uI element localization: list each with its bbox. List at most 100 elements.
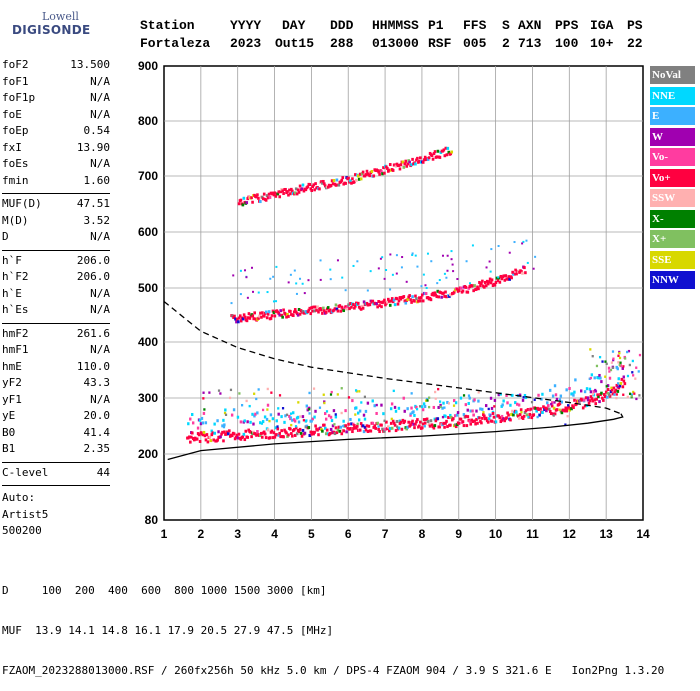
echo-point [225, 432, 228, 436]
echo-point [380, 403, 383, 407]
echo-point [484, 404, 488, 408]
echo-point [448, 294, 451, 298]
echo-point [289, 273, 292, 276]
echo-point [226, 430, 229, 434]
echo-point [443, 154, 447, 158]
echo-point [568, 408, 571, 412]
echo-point [384, 303, 387, 307]
echo-point [572, 406, 575, 410]
echo-point [493, 283, 497, 287]
echo-point [233, 314, 236, 318]
echo-point [581, 406, 585, 410]
echo-point [366, 289, 369, 292]
echo-point [449, 423, 452, 427]
echo-point [306, 185, 310, 189]
echo-point [255, 195, 258, 199]
echo-point [386, 166, 389, 170]
echo-point [322, 179, 325, 183]
echo-point [487, 417, 491, 421]
echo-point [383, 429, 386, 433]
echo-point [189, 417, 192, 421]
echo-point [472, 289, 475, 293]
echo-point [617, 361, 620, 364]
echo-point [284, 414, 287, 418]
echo-point [534, 255, 537, 258]
echo-point [509, 403, 512, 407]
echo-point [573, 398, 576, 402]
echo-point [627, 349, 631, 353]
echo-point [329, 415, 333, 419]
echo-point [529, 407, 533, 411]
echo-point [383, 277, 386, 280]
echo-point [221, 430, 224, 434]
header-label: DAY [282, 18, 306, 33]
echo-point [545, 409, 548, 413]
echo-point [314, 305, 317, 309]
echo-point [285, 413, 289, 416]
echo-point [605, 395, 609, 399]
echo-point [517, 403, 521, 407]
echo-point [368, 174, 372, 178]
echo-point [377, 427, 380, 431]
param-label: foF1p [2, 91, 36, 104]
echo-point [445, 153, 449, 157]
echo-point [354, 413, 357, 416]
echo-point [518, 270, 521, 274]
echo-point [191, 421, 195, 425]
header-label: PPS [555, 18, 579, 33]
clevel-row: C-level 44 [2, 466, 110, 482]
echo-point [341, 176, 345, 180]
echo-point [245, 276, 248, 279]
param-label: h`E [2, 286, 22, 300]
echo-point [306, 310, 310, 314]
echo-point [373, 424, 377, 428]
echo-point [392, 421, 396, 425]
echo-point [286, 190, 289, 194]
echo-point [623, 382, 627, 386]
echo-point [317, 310, 320, 314]
echo-point [607, 392, 611, 396]
echo-point [610, 388, 614, 392]
echo-point [403, 299, 407, 303]
echo-point [605, 385, 608, 388]
echo-point [237, 202, 241, 206]
logo-text-lowell: Lowell [42, 10, 79, 23]
echo-point [487, 280, 491, 284]
echo-point [192, 438, 196, 442]
echo-point [469, 409, 472, 413]
echo-point [380, 170, 383, 174]
echo-point [425, 287, 428, 290]
echo-point [285, 431, 288, 435]
echo-point [611, 392, 615, 396]
echo-point [354, 173, 357, 177]
x-tick-label: 11 [526, 527, 539, 541]
echo-point [544, 406, 547, 410]
echo-point [281, 407, 285, 410]
echo-point [385, 420, 388, 424]
echo-point [278, 195, 282, 199]
echo-point [486, 282, 490, 286]
echo-point [452, 270, 455, 273]
param-label: h`Es [2, 303, 29, 316]
echo-point [414, 294, 417, 298]
echo-point [509, 418, 512, 422]
echo-point [363, 417, 367, 421]
echo-point [335, 431, 339, 435]
echo-point [401, 160, 405, 164]
echo-point [433, 150, 437, 154]
echo-point [354, 389, 358, 392]
echo-point [263, 432, 267, 436]
echo-point [204, 421, 208, 425]
echo-point [363, 425, 367, 429]
param-row: yF1 N/A [2, 393, 110, 409]
echo-point [248, 404, 251, 408]
echo-point [512, 273, 515, 276]
echo-point [395, 297, 399, 301]
param-value: 206.0 [76, 270, 110, 283]
echo-point [418, 424, 421, 428]
echo-point [371, 421, 375, 425]
echo-point [397, 406, 401, 410]
echo-point [342, 419, 345, 423]
echo-point [429, 298, 433, 302]
echo-point [287, 314, 290, 318]
